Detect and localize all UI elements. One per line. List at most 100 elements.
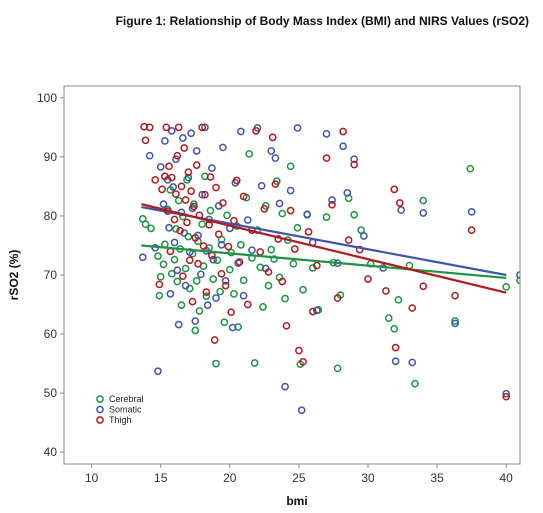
cerebral-point [289,259,298,268]
somatic-point [271,154,280,162]
cerebral-point [159,260,168,269]
somatic-point [391,357,400,366]
cerebral-point [190,200,198,208]
somatic-point [156,163,165,171]
somatic-point [397,206,406,214]
cerebral-point [357,226,365,234]
thigh-point [364,275,372,283]
cerebral-point [293,223,302,232]
cerebral-point [384,314,393,322]
somatic-point [328,196,336,204]
thigh-point [191,233,200,242]
somatic-point [219,143,227,152]
thigh-point [268,133,277,142]
somatic-point [234,259,242,268]
somatic-point [209,255,218,264]
thigh-point [271,180,280,188]
somatic-point [173,266,182,275]
somatic-point [502,389,511,398]
thigh-point [172,190,180,198]
thigh-point [170,215,179,224]
cerebral-point [245,150,254,158]
somatic-point [198,190,207,199]
thigh-point [304,228,313,236]
somatic-point [228,323,237,332]
somatic-point [196,270,205,279]
thigh-point [278,277,287,286]
somatic-point [248,246,256,255]
thigh-point [194,259,202,268]
cerebral-point [223,211,231,220]
somatic-point [161,137,169,145]
thigh-point [502,392,511,401]
somatic-legend-label: Somatic [109,405,142,415]
thigh-point [176,226,184,235]
somatic-point [192,147,201,155]
plot-border [63,85,521,465]
cerebral-point [411,379,419,388]
somatic-point [275,199,284,208]
cerebral-point [267,245,276,254]
thigh-point [313,261,321,270]
thigh-point [350,160,359,169]
thigh-point [192,161,201,169]
cerebral-point [516,276,520,285]
thigh-point [224,242,233,251]
thigh-point [217,269,226,278]
cerebral-point [192,277,201,285]
somatic-point [360,232,368,240]
somatic-point [451,319,459,328]
fit-lines [141,203,507,294]
y-tick-label: 90 [44,150,58,164]
cerebral-point [167,269,176,278]
cerebral-point [156,272,165,281]
somatic-point [303,210,312,219]
x-tick-label: 25 [292,471,306,485]
thigh-point [355,245,364,254]
cerebral-point [198,220,207,229]
somatic-point [408,358,417,367]
cerebral-point [172,225,180,233]
somatic-point [201,123,209,132]
thigh-point [243,300,252,309]
figure-title: Figure 1: Relationship of Body Mass Inde… [115,14,529,28]
thigh-point [264,268,273,276]
cerebral-point [286,162,295,171]
cerebral-point [213,256,222,265]
thigh-point [339,127,347,136]
thigh-point [295,346,303,355]
cerebral-point [322,213,331,221]
cerebral-point [230,290,238,298]
thigh-point [180,144,189,152]
somatic-point [181,281,190,290]
y-tick-label: 50 [44,386,58,400]
thigh-legend-label: Thigh [109,415,132,425]
thigh-point [155,280,164,289]
thigh-point [408,304,417,312]
thigh-point [161,172,169,181]
x-tick-label: 10 [85,471,99,485]
somatic-point [257,181,266,190]
somatic-point [212,294,220,302]
cerebral-legend-label: Cerebral [109,394,144,404]
thigh-point [419,282,428,291]
somatic-point [243,216,252,224]
cerebral-point [466,164,475,173]
somatic-point [221,277,230,285]
somatic-point [217,241,226,249]
y-axis-title: rSO2 (%) [7,250,21,301]
somatic-point [188,204,197,213]
thigh-point [451,291,459,300]
thigh-point [201,190,209,199]
cerebral-point [173,277,182,286]
somatic-point [267,147,276,155]
somatic-point [293,124,302,132]
thigh-point [322,154,331,162]
cerebral-point [155,291,164,300]
cerebral-point [264,281,273,290]
thigh-point [235,258,244,266]
somatic-point [166,290,175,298]
somatic-point [170,238,179,247]
thigh-point [219,199,227,207]
